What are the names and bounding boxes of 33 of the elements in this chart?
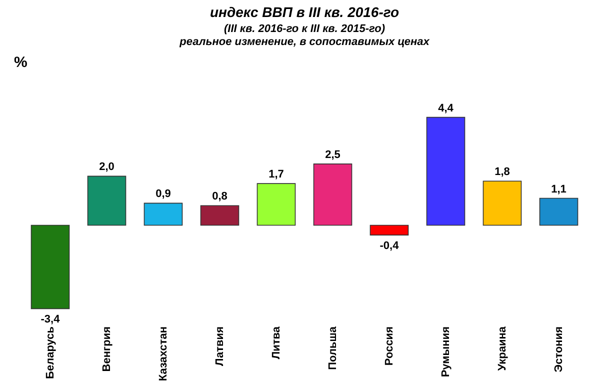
data-label: 1,1 (551, 183, 566, 196)
bar (482, 180, 522, 226)
x-tick-label: Эстония (552, 326, 565, 372)
x-tick-label: Украина (496, 326, 508, 371)
bar (313, 164, 352, 226)
x-tick-label: Казахстан (157, 326, 170, 382)
x-tick-label: Литва (270, 326, 282, 360)
bar (200, 205, 240, 226)
bar (144, 202, 183, 226)
bar (539, 198, 578, 226)
x-tick-label: Беларусь (44, 326, 56, 379)
data-label: 0,8 (212, 190, 228, 203)
data-label: 4,4 (438, 102, 454, 114)
data-label: 2,0 (99, 161, 114, 174)
x-tick-label: Венгрия (100, 326, 113, 372)
x-tick-label: Польша (326, 326, 339, 370)
data-label: 1,7 (268, 168, 284, 181)
bar (256, 183, 296, 226)
chart-title: индекс ВВП в III кв. 2016-го (210, 4, 400, 20)
x-tick-label: Латвия (214, 326, 226, 366)
data-label: 2,5 (325, 148, 340, 161)
chart-subtitle: (III кв. 2016-го к III кв. 2015-го) реальное изменение, в сопоставимых ценах (178, 23, 430, 48)
bar (30, 224, 70, 310)
data-label: -0,4 (380, 240, 400, 252)
data-label: -3,4 (40, 314, 61, 326)
y-axis-title: % (14, 54, 28, 71)
bar (87, 176, 126, 226)
data-label: 1,8 (494, 166, 510, 178)
bar (370, 224, 409, 236)
bar (426, 116, 466, 226)
x-tick-label: Румыния (440, 326, 452, 378)
data-label: 0,9 (156, 188, 171, 200)
x-tick-label: Россия (383, 326, 396, 366)
